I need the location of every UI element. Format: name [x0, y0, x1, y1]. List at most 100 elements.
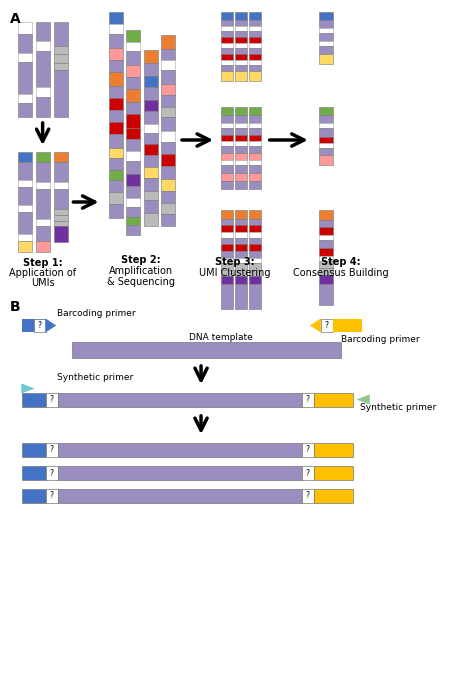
FancyBboxPatch shape: [161, 154, 175, 165]
Text: & Sequencing: & Sequencing: [107, 277, 175, 287]
FancyBboxPatch shape: [54, 22, 67, 46]
FancyBboxPatch shape: [36, 162, 50, 182]
Text: Amplification: Amplification: [109, 266, 173, 276]
FancyBboxPatch shape: [319, 268, 333, 274]
Polygon shape: [310, 319, 320, 332]
FancyBboxPatch shape: [57, 443, 301, 457]
FancyBboxPatch shape: [109, 204, 123, 218]
Text: ?: ?: [306, 469, 310, 477]
FancyBboxPatch shape: [144, 133, 158, 144]
FancyBboxPatch shape: [319, 284, 333, 305]
FancyBboxPatch shape: [144, 76, 158, 87]
FancyBboxPatch shape: [109, 134, 123, 148]
FancyBboxPatch shape: [18, 180, 32, 187]
Text: A: A: [10, 12, 20, 26]
FancyBboxPatch shape: [249, 123, 261, 127]
FancyBboxPatch shape: [57, 393, 301, 407]
FancyBboxPatch shape: [109, 72, 123, 86]
FancyBboxPatch shape: [18, 162, 32, 180]
FancyBboxPatch shape: [221, 172, 233, 180]
FancyBboxPatch shape: [249, 48, 261, 54]
FancyBboxPatch shape: [126, 217, 140, 225]
Text: Synthetic primer: Synthetic primer: [360, 404, 437, 413]
FancyBboxPatch shape: [249, 172, 261, 180]
FancyBboxPatch shape: [221, 210, 233, 219]
FancyBboxPatch shape: [221, 61, 233, 65]
FancyBboxPatch shape: [249, 238, 261, 244]
FancyBboxPatch shape: [144, 167, 158, 178]
FancyBboxPatch shape: [54, 46, 67, 54]
FancyBboxPatch shape: [109, 170, 123, 180]
FancyBboxPatch shape: [235, 127, 247, 135]
FancyBboxPatch shape: [221, 232, 233, 238]
FancyBboxPatch shape: [144, 191, 158, 200]
FancyBboxPatch shape: [235, 210, 247, 219]
Text: ?: ?: [50, 492, 54, 501]
FancyBboxPatch shape: [161, 84, 175, 95]
FancyBboxPatch shape: [161, 48, 175, 61]
FancyBboxPatch shape: [319, 143, 333, 148]
FancyBboxPatch shape: [126, 225, 140, 235]
FancyBboxPatch shape: [144, 100, 158, 111]
FancyBboxPatch shape: [235, 54, 247, 61]
FancyBboxPatch shape: [18, 62, 32, 94]
FancyBboxPatch shape: [319, 138, 333, 143]
FancyBboxPatch shape: [144, 178, 158, 191]
FancyBboxPatch shape: [221, 257, 233, 263]
Text: ?: ?: [37, 321, 42, 330]
FancyBboxPatch shape: [235, 26, 247, 31]
FancyBboxPatch shape: [126, 186, 140, 197]
FancyBboxPatch shape: [235, 244, 247, 251]
FancyBboxPatch shape: [235, 20, 247, 26]
FancyBboxPatch shape: [22, 466, 46, 480]
FancyBboxPatch shape: [319, 248, 333, 255]
FancyBboxPatch shape: [221, 146, 233, 153]
FancyBboxPatch shape: [249, 65, 261, 72]
FancyBboxPatch shape: [161, 95, 175, 107]
FancyBboxPatch shape: [314, 443, 354, 457]
FancyBboxPatch shape: [161, 117, 175, 131]
FancyBboxPatch shape: [319, 255, 333, 262]
FancyBboxPatch shape: [319, 127, 333, 138]
Text: ?: ?: [306, 396, 310, 405]
FancyBboxPatch shape: [249, 43, 261, 48]
FancyBboxPatch shape: [235, 142, 247, 146]
FancyBboxPatch shape: [301, 443, 314, 457]
FancyBboxPatch shape: [126, 208, 140, 217]
Text: Step 3:: Step 3:: [215, 257, 255, 267]
FancyBboxPatch shape: [109, 148, 123, 158]
FancyBboxPatch shape: [161, 165, 175, 179]
FancyBboxPatch shape: [109, 48, 123, 60]
FancyBboxPatch shape: [18, 152, 32, 162]
FancyBboxPatch shape: [221, 244, 233, 251]
FancyBboxPatch shape: [36, 52, 50, 86]
FancyBboxPatch shape: [301, 393, 314, 407]
FancyBboxPatch shape: [249, 284, 261, 308]
FancyBboxPatch shape: [249, 61, 261, 65]
FancyBboxPatch shape: [36, 226, 50, 241]
FancyBboxPatch shape: [249, 153, 261, 160]
FancyBboxPatch shape: [36, 152, 50, 162]
FancyBboxPatch shape: [235, 37, 247, 43]
FancyBboxPatch shape: [235, 123, 247, 127]
FancyBboxPatch shape: [221, 284, 233, 308]
FancyBboxPatch shape: [249, 232, 261, 238]
FancyBboxPatch shape: [319, 28, 333, 33]
FancyBboxPatch shape: [235, 284, 247, 308]
FancyBboxPatch shape: [249, 225, 261, 232]
FancyBboxPatch shape: [319, 219, 333, 227]
Text: Synthetic primer: Synthetic primer: [56, 373, 133, 383]
FancyBboxPatch shape: [249, 72, 261, 80]
FancyBboxPatch shape: [126, 30, 140, 42]
FancyBboxPatch shape: [46, 466, 57, 480]
FancyBboxPatch shape: [249, 107, 261, 115]
FancyBboxPatch shape: [319, 262, 333, 268]
FancyBboxPatch shape: [235, 270, 247, 276]
Text: Step 2:: Step 2:: [121, 255, 161, 265]
FancyBboxPatch shape: [249, 54, 261, 61]
FancyBboxPatch shape: [54, 152, 67, 162]
FancyBboxPatch shape: [144, 87, 158, 100]
FancyBboxPatch shape: [320, 319, 333, 332]
FancyBboxPatch shape: [319, 274, 333, 284]
FancyBboxPatch shape: [235, 219, 247, 225]
